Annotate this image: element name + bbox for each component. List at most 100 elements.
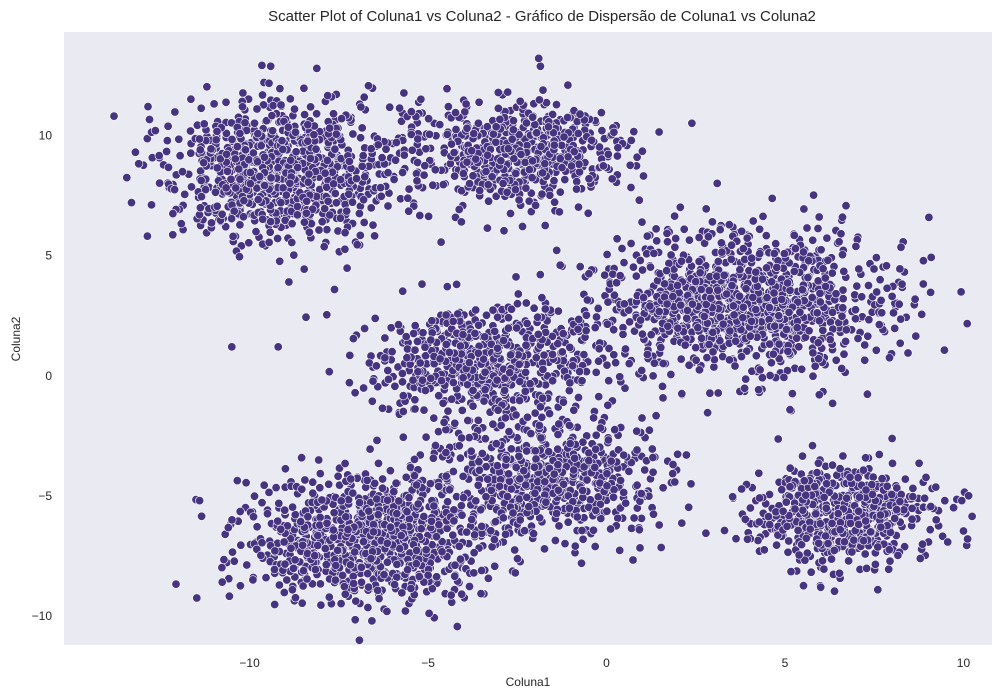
- scatter-point: [715, 225, 725, 235]
- scatter-point: [837, 250, 847, 260]
- scatter-point: [244, 155, 254, 165]
- scatter-point: [502, 491, 512, 501]
- scatter-point: [666, 250, 676, 260]
- scatter-point: [382, 606, 392, 616]
- scatter-point: [530, 488, 540, 498]
- scatter-point: [323, 196, 333, 206]
- scatter-point: [443, 102, 453, 112]
- scatter-point: [552, 508, 562, 518]
- scatter-point: [676, 300, 686, 310]
- scatter-point: [441, 310, 451, 320]
- scatter-point: [273, 163, 283, 173]
- scatter-point: [520, 157, 530, 167]
- scatter-point: [377, 403, 387, 413]
- scatter-point: [256, 141, 266, 151]
- scatter-point: [402, 344, 412, 354]
- scatter-point: [290, 593, 300, 603]
- scatter-point: [468, 401, 478, 411]
- scatter-point: [918, 256, 928, 266]
- scatter-point: [553, 339, 563, 349]
- scatter-point: [235, 129, 245, 139]
- scatter-point: [435, 354, 445, 364]
- scatter-point: [821, 281, 831, 291]
- scatter-point: [781, 324, 791, 334]
- scatter-point: [293, 163, 303, 173]
- scatter-point: [458, 330, 468, 340]
- scatter-point: [514, 451, 524, 461]
- scatter-point: [389, 175, 399, 185]
- scatter-point: [458, 493, 468, 503]
- scatter-point: [383, 365, 393, 375]
- scatter-point: [564, 386, 574, 396]
- scatter-point: [234, 164, 244, 174]
- scatter-point: [468, 385, 478, 395]
- scatter-point: [637, 365, 647, 375]
- scatter-point: [745, 331, 755, 341]
- scatter-point: [666, 369, 676, 379]
- scatter-point: [470, 328, 480, 338]
- scatter-point: [350, 388, 360, 398]
- scatter-point: [286, 543, 296, 553]
- scatter-point: [615, 545, 625, 555]
- scatter-point: [430, 440, 440, 450]
- scatter-point: [446, 139, 456, 149]
- scatter-point: [186, 94, 196, 104]
- scatter-point: [738, 244, 748, 254]
- scatter-point: [252, 522, 262, 532]
- scatter-point: [802, 223, 812, 233]
- scatter-point: [779, 249, 789, 259]
- scatter-point: [127, 198, 137, 208]
- scatter-point: [609, 127, 619, 137]
- scatter-point: [320, 168, 330, 178]
- scatter-point: [860, 355, 870, 365]
- scatter-point: [748, 216, 758, 226]
- scatter-point: [789, 230, 799, 240]
- scatter-point: [455, 453, 465, 463]
- scatter-point: [370, 478, 380, 488]
- scatter-point: [441, 471, 451, 481]
- scatter-point: [619, 258, 629, 268]
- scatter-point: [632, 480, 642, 490]
- scatter-point: [654, 127, 664, 137]
- scatter-point: [363, 81, 373, 91]
- scatter-point: [477, 521, 487, 531]
- scatter-point: [499, 226, 509, 236]
- scatter-point: [810, 361, 820, 371]
- scatter-point: [895, 338, 905, 348]
- scatter-point: [603, 435, 613, 445]
- scatter-point: [635, 543, 645, 553]
- scatter-point: [164, 162, 174, 172]
- scatter-point: [563, 113, 573, 123]
- scatter-point: [416, 524, 426, 534]
- scatter-point: [799, 204, 809, 214]
- scatter-point: [268, 101, 278, 111]
- scatter-point: [728, 301, 738, 311]
- scatter-point: [436, 376, 446, 386]
- scatter-point: [261, 573, 271, 583]
- scatter-point: [402, 507, 412, 517]
- scatter-point: [403, 565, 413, 575]
- data-points: [109, 53, 977, 645]
- scatter-point: [493, 88, 503, 98]
- scatter-point: [863, 331, 873, 341]
- chart-title: Scatter Plot of Coluna1 vs Coluna2 - Grá…: [268, 8, 816, 25]
- scatter-point: [222, 149, 232, 159]
- scatter-point: [435, 120, 445, 130]
- scatter-point: [792, 333, 802, 343]
- scatter-point: [787, 389, 797, 399]
- scatter-point: [595, 423, 605, 433]
- scatter-point: [962, 319, 972, 329]
- scatter-point: [557, 347, 567, 357]
- scatter-point: [403, 193, 413, 203]
- scatter-point: [681, 450, 691, 460]
- scatter-point: [412, 336, 422, 346]
- scatter-point: [364, 506, 374, 516]
- scatter-point: [357, 123, 367, 133]
- scatter-point: [691, 277, 701, 287]
- scatter-point: [170, 107, 180, 117]
- scatter-point: [651, 224, 661, 234]
- scatter-point: [356, 102, 366, 112]
- scatter-point: [662, 299, 672, 309]
- scatter-point: [924, 212, 934, 222]
- scatter-point: [424, 129, 434, 139]
